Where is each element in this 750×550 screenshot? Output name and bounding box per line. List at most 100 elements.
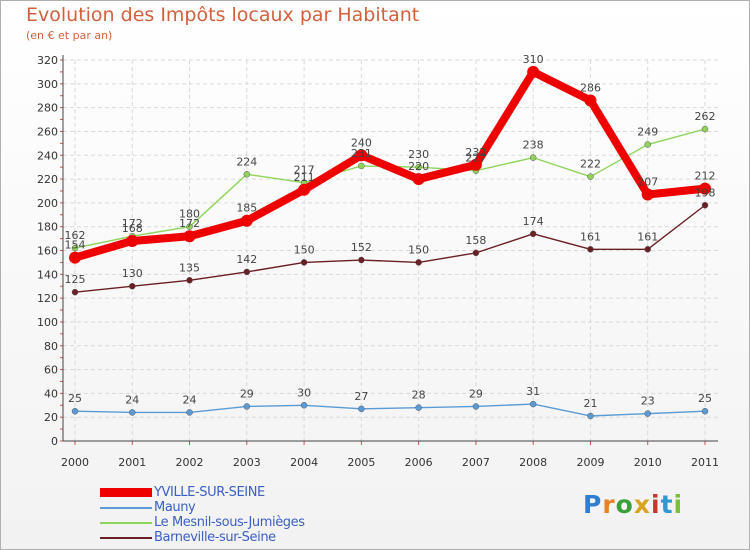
data-label-s3-11: 198 <box>695 186 716 199</box>
data-point-s2-3 <box>243 171 251 178</box>
data-point-s1-5 <box>358 405 365 413</box>
data-point-s1-11 <box>701 407 709 415</box>
data-point-s3-8 <box>529 230 537 238</box>
y-tick-label: 140 <box>37 268 58 281</box>
y-tick-label: 200 <box>37 197 58 210</box>
data-label-s2-5: 231 <box>351 147 372 160</box>
data-label-s2-9: 222 <box>580 158 601 171</box>
legend-swatch-mesnil <box>100 522 152 524</box>
y-tick-label: 220 <box>37 173 58 186</box>
data-label-s2-4: 217 <box>294 164 315 177</box>
y-tick-label: 40 <box>44 387 58 400</box>
x-tick-label: 2008 <box>519 456 547 469</box>
data-point-s0-7 <box>469 158 482 171</box>
data-point-s1-7 <box>472 403 480 410</box>
y-tick-label: 240 <box>37 149 58 162</box>
x-tick-label: 2000 <box>61 456 89 469</box>
data-label-s1-11: 25 <box>698 392 712 405</box>
data-label-s2-11: 262 <box>695 110 716 123</box>
y-tick-label: 0 <box>51 435 58 448</box>
data-label-s1-0: 25 <box>68 392 82 405</box>
data-label-s3-5: 152 <box>351 241 372 254</box>
data-point-s2-5 <box>358 162 365 170</box>
x-tick-label: 2009 <box>576 456 604 469</box>
proxiti-logo[interactable]: Proxiti <box>583 490 683 519</box>
data-label-s1-10: 23 <box>641 395 655 408</box>
data-point-s3-6 <box>415 259 422 266</box>
logo-letter: i <box>673 490 684 519</box>
data-label-s0-8: 310 <box>523 53 544 66</box>
data-point-s0-1 <box>126 234 139 247</box>
data-point-s1-1 <box>129 409 136 416</box>
data-label-s0-5: 240 <box>351 136 372 149</box>
data-label-s2-2: 180 <box>179 208 200 221</box>
data-label-s1-7: 29 <box>469 387 483 400</box>
x-tick-label: 2004 <box>290 456 318 469</box>
data-point-s2-6 <box>415 163 422 171</box>
logo-letter: t <box>660 490 674 519</box>
data-label-s3-4: 150 <box>294 243 315 256</box>
data-label-s2-3: 224 <box>236 155 257 168</box>
data-label-s3-9: 161 <box>580 230 601 243</box>
chart-subtitle: (en € et par an) <box>26 29 113 42</box>
grid-layer <box>63 59 718 442</box>
data-label-s3-0: 125 <box>65 273 86 286</box>
y-tick-label: 300 <box>37 78 58 91</box>
logo-letter: r <box>602 490 616 519</box>
data-label-s0-11: 212 <box>695 170 716 183</box>
legend-label-mesnil: Le Mesnil-sous-Jumièges <box>154 515 305 530</box>
data-point-s1-6 <box>415 404 422 411</box>
data-point-s2-11 <box>701 125 709 133</box>
data-point-s0-3 <box>240 214 253 227</box>
data-label-s2-1: 172 <box>122 217 143 230</box>
y-tick-label: 160 <box>37 245 58 258</box>
data-label-s2-0: 162 <box>65 229 86 242</box>
logo-letter: x <box>633 490 651 519</box>
data-label-s0-9: 286 <box>580 81 601 94</box>
data-label-s1-6: 28 <box>412 389 426 402</box>
data-label-layer: 125 130 135 142 150 152 150 158 174 161 161 198 25 24… <box>65 53 716 410</box>
data-label-s3-10: 161 <box>637 230 658 243</box>
data-label-s0-3: 185 <box>236 202 257 215</box>
y-tick-label: 80 <box>44 340 58 353</box>
data-label-s3-6: 150 <box>408 243 429 256</box>
data-label-s1-2: 24 <box>183 393 197 406</box>
data-label-s0-7: 232 <box>465 146 486 159</box>
y-tick-label: 260 <box>37 125 58 138</box>
legend-swatch-barneville <box>100 537 152 539</box>
data-point-s3-7 <box>472 249 480 257</box>
data-point-s1-9 <box>587 412 594 420</box>
series-line-2 <box>74 128 706 249</box>
y-tick-label: 320 <box>37 54 58 67</box>
data-label-s0-0: 154 <box>65 239 86 252</box>
data-label-s0-4: 211 <box>294 171 315 184</box>
data-label-s1-5: 27 <box>354 390 368 403</box>
data-point-s0-5 <box>355 149 368 162</box>
data-point-s3-3 <box>243 268 251 276</box>
data-point-s0-0 <box>69 251 81 264</box>
data-point-s3-9 <box>587 246 594 253</box>
data-point-s0-8 <box>527 65 540 78</box>
logo-letter: o <box>615 490 634 519</box>
logo-letter: i <box>651 490 661 519</box>
data-label-s0-2: 172 <box>179 217 200 230</box>
y-tick-label: 120 <box>37 292 58 305</box>
data-point-s1-4 <box>300 402 308 409</box>
data-point-s0-2 <box>183 230 196 243</box>
x-tick-label: 2002 <box>176 456 204 469</box>
data-point-s0-6 <box>412 173 425 186</box>
data-point-s3-1 <box>129 282 136 290</box>
data-label-s2-10: 249 <box>637 126 658 139</box>
data-point-s1-0 <box>71 407 79 415</box>
data-point-s2-9 <box>587 173 594 180</box>
data-label-s1-4: 30 <box>297 386 311 399</box>
data-point-s3-2 <box>186 277 193 284</box>
x-tick-label: 2003 <box>233 456 261 469</box>
data-point-s1-10 <box>644 410 651 417</box>
data-label-s1-8: 31 <box>526 385 540 398</box>
series-layer <box>69 65 711 420</box>
data-point-s1-2 <box>186 409 193 416</box>
x-tick-label: 2011 <box>691 456 719 469</box>
